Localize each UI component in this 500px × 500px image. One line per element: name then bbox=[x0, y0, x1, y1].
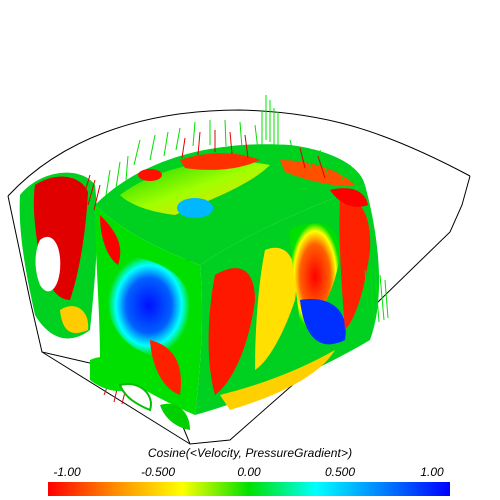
colorbar-tick-mid: 0.00 bbox=[237, 465, 261, 479]
colorbar-tick-max: 1.00 bbox=[420, 465, 444, 479]
colorbar bbox=[48, 482, 450, 496]
lower-fragments bbox=[90, 356, 190, 430]
left-surface bbox=[19, 172, 98, 339]
isosurface-cube bbox=[95, 144, 380, 415]
colorbar-title: Cosine(<Velocity, PressureGradient>) bbox=[147, 446, 353, 460]
colorbar-tick-high: 0.500 bbox=[324, 465, 356, 479]
colorbar-tick-low: -0.500 bbox=[140, 465, 176, 479]
colorbar-tick-min: -1.00 bbox=[53, 465, 81, 479]
